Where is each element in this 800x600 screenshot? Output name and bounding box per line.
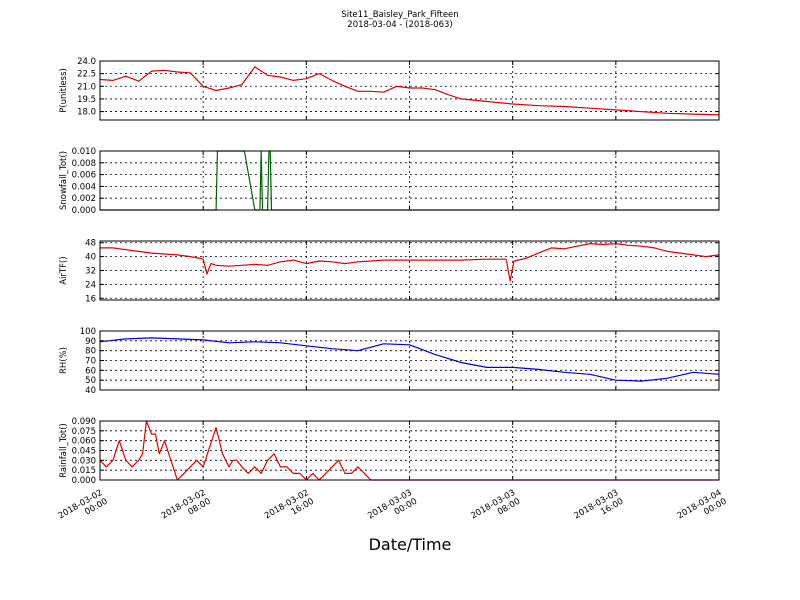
y-tick-label: 0.075 <box>72 427 96 437</box>
y-axis-label: RH(%) <box>59 347 69 374</box>
chart-title-block: Site11_Baisley_Park_Fifteen 2018-03-04 -… <box>0 10 800 30</box>
y-tick-label: 0.000 <box>72 476 96 486</box>
y-tick-label: 0.015 <box>72 466 96 476</box>
y-tick-label: 0.030 <box>72 456 96 466</box>
y-tick-label: 0.010 <box>72 147 96 157</box>
y-tick-label: 19.5 <box>77 95 96 105</box>
y-tick-label: 18.0 <box>77 108 96 118</box>
y-tick-label: 0.000 <box>72 206 96 216</box>
y-tick-label: 50 <box>85 376 96 386</box>
y-tick-label: 48 <box>85 239 96 249</box>
series-line <box>100 243 720 282</box>
x-axis-title: Date/Time <box>369 535 452 554</box>
y-axis-label: AirTF() <box>59 256 69 284</box>
panel-frame <box>99 150 720 211</box>
chart-title: Site11_Baisley_Park_Fifteen <box>341 10 459 20</box>
y-axis-label: P(unitless) <box>59 68 69 113</box>
y-tick-label: 40 <box>85 386 96 396</box>
panel-frame <box>99 420 720 481</box>
y-tick-label: 90 <box>85 337 96 347</box>
y-tick-label: 0.090 <box>72 417 96 427</box>
y-tick-label: 0.060 <box>72 437 96 447</box>
y-tick-label: 0.002 <box>72 194 96 204</box>
y-tick-label: 21.0 <box>77 82 96 92</box>
series-line <box>99 337 720 382</box>
panel-frame <box>99 330 720 391</box>
panel-1: 18.0 19.5 21.0 22.5 24.0 P(unitless) <box>59 57 720 121</box>
y-tick-label: 0.004 <box>72 182 96 192</box>
x-tick-label: 2018-03-0208:00 <box>160 488 213 530</box>
panel-frame <box>99 60 720 121</box>
series-line <box>99 66 720 116</box>
x-tick-label: 2018-03-0300:00 <box>366 488 419 530</box>
series-line <box>99 420 719 481</box>
y-tick-label: 0.008 <box>72 159 96 169</box>
y-tick-label: 80 <box>85 347 96 357</box>
x-tick-label: 2018-03-0216:00 <box>263 488 316 530</box>
y-tick-label: 0.006 <box>72 171 96 181</box>
y-tick-label: 24.0 <box>77 57 96 67</box>
y-tick-label: 32 <box>85 267 96 277</box>
chart-subtitle: 2018-03-04 - (2018-063) <box>347 20 453 30</box>
panel-frame <box>99 240 720 301</box>
x-tick-label: 2018-03-0400:00 <box>676 488 729 530</box>
y-tick-label: 16 <box>85 294 96 304</box>
y-tick-label: 60 <box>85 366 96 376</box>
y-tick-label: 22.5 <box>77 70 96 80</box>
x-tick-label: 2018-03-0308:00 <box>469 488 522 530</box>
x-tick-label: 2018-03-0316:00 <box>573 488 626 530</box>
y-axis-label: Rainfall_Tot() <box>59 423 69 478</box>
x-tick-label: 2018-03-0200:00 <box>57 488 110 530</box>
y-tick-label: 0.045 <box>72 447 96 457</box>
panel-3: 16 24 32 40 48 AirTF() <box>59 239 720 304</box>
y-tick-label: 24 <box>85 280 96 290</box>
panel-5: 0.0000.0150.0300.0450.0600.0750.090Rainf… <box>59 417 720 486</box>
y-axis-label: Snowfall_Tot() <box>59 151 69 210</box>
y-tick-label: 70 <box>85 357 96 367</box>
y-tick-label: 100 <box>80 327 96 337</box>
y-tick-label: 40 <box>85 253 96 263</box>
